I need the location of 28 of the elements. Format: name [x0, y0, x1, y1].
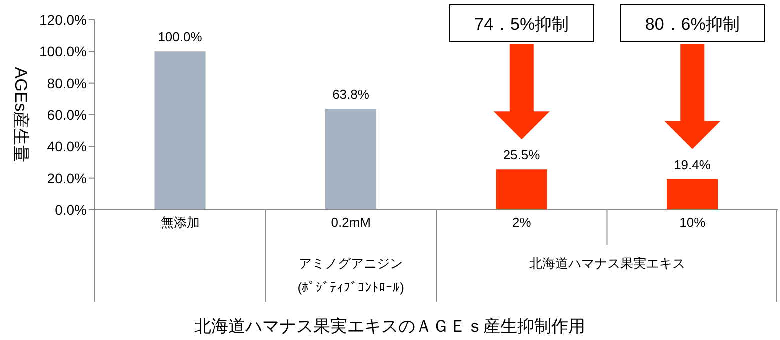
- x-tick-label: 10%: [680, 215, 706, 230]
- text: アミノグアニジン: [299, 256, 404, 271]
- y-tick-label: 80.0%: [47, 75, 87, 92]
- y-tick-label: 120.0%: [40, 12, 87, 28]
- y-tick-label: 100.0%: [40, 44, 87, 60]
- text: (ﾎﾟｼﾞﾃｨﾌﾞｺﾝﾄﾛｰﾙ): [298, 280, 404, 295]
- x-tick-label: 無添加: [160, 215, 200, 230]
- y-tick-label: 60.0%: [47, 106, 87, 123]
- text: 北海道ハマナス果実エキス: [529, 256, 686, 271]
- x-tick-label: 0.2mM: [331, 215, 371, 230]
- data-label: 25.5%: [503, 148, 541, 163]
- bar: [496, 170, 548, 210]
- callout-box: 74．5%抑制: [449, 4, 594, 42]
- bar: [326, 108, 377, 210]
- y-tick-label: 20.0%: [47, 170, 87, 186]
- annotation: 80．6%抑制: [645, 15, 740, 34]
- y-axis-title: AGEs産生量: [12, 67, 31, 163]
- data-label: 63.8%: [332, 86, 370, 102]
- data-label: 100.0%: [158, 30, 203, 45]
- bar: [154, 52, 206, 210]
- annotation: 74．5%抑制: [474, 15, 570, 34]
- data-label: 19.4%: [674, 157, 712, 172]
- text: 北海道ハマナス果実エキスのＡＧＥｓ産生抑制作用: [194, 317, 586, 336]
- callout-box: 80．6%抑制: [620, 4, 766, 42]
- y-tick-label: 0.0%: [55, 202, 87, 218]
- y-tick-label: 40.0%: [47, 138, 87, 155]
- x-tick-label: 2%: [512, 215, 532, 230]
- bar: [667, 179, 718, 210]
